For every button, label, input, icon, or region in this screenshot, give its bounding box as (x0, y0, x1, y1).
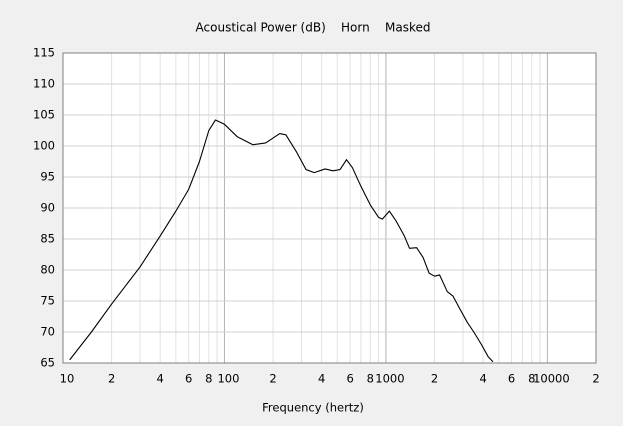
y-tick-label: 80 (40, 263, 55, 277)
plot-border (62, 52, 597, 364)
x-axis-label: Frequency (hertz) (262, 401, 364, 415)
x-tick-label: 2 (108, 372, 115, 386)
y-tick-label: 100 (33, 139, 55, 153)
y-tick-label: 95 (40, 170, 55, 184)
y-tick-label: 115 (33, 46, 55, 60)
y-tick-label: 85 (40, 232, 55, 246)
x-tick-label: 2 (269, 372, 276, 386)
y-tick-label: 65 (40, 356, 55, 370)
x-tick-label: 8 (205, 372, 212, 386)
chart-title: Acoustical Power (dB) Horn Masked (196, 21, 431, 35)
x-tick-label: 2 (592, 372, 599, 386)
y-tick-label: 70 (40, 325, 55, 339)
x-tick-label: 8 (528, 372, 535, 386)
x-tick-label: 6 (346, 372, 353, 386)
x-tick-label: 4 (157, 372, 164, 386)
x-tick-label: 10 (60, 372, 75, 386)
x-tick-label: 100 (217, 372, 239, 386)
x-tick-label: 4 (479, 372, 486, 386)
x-tick-label: 1000 (375, 372, 404, 386)
x-tick-label: 10000 (533, 372, 570, 386)
x-tick-label: 8 (367, 372, 374, 386)
y-tick-label: 105 (33, 108, 55, 122)
y-tick-label: 110 (33, 77, 55, 91)
x-tick-label: 6 (185, 372, 192, 386)
y-tick-label: 90 (40, 201, 55, 215)
y-tick-label: 75 (40, 294, 55, 308)
x-tick-label: 6 (508, 372, 515, 386)
x-tick-label: 4 (318, 372, 325, 386)
data-line (69, 119, 494, 363)
x-tick-label: 2 (431, 372, 438, 386)
